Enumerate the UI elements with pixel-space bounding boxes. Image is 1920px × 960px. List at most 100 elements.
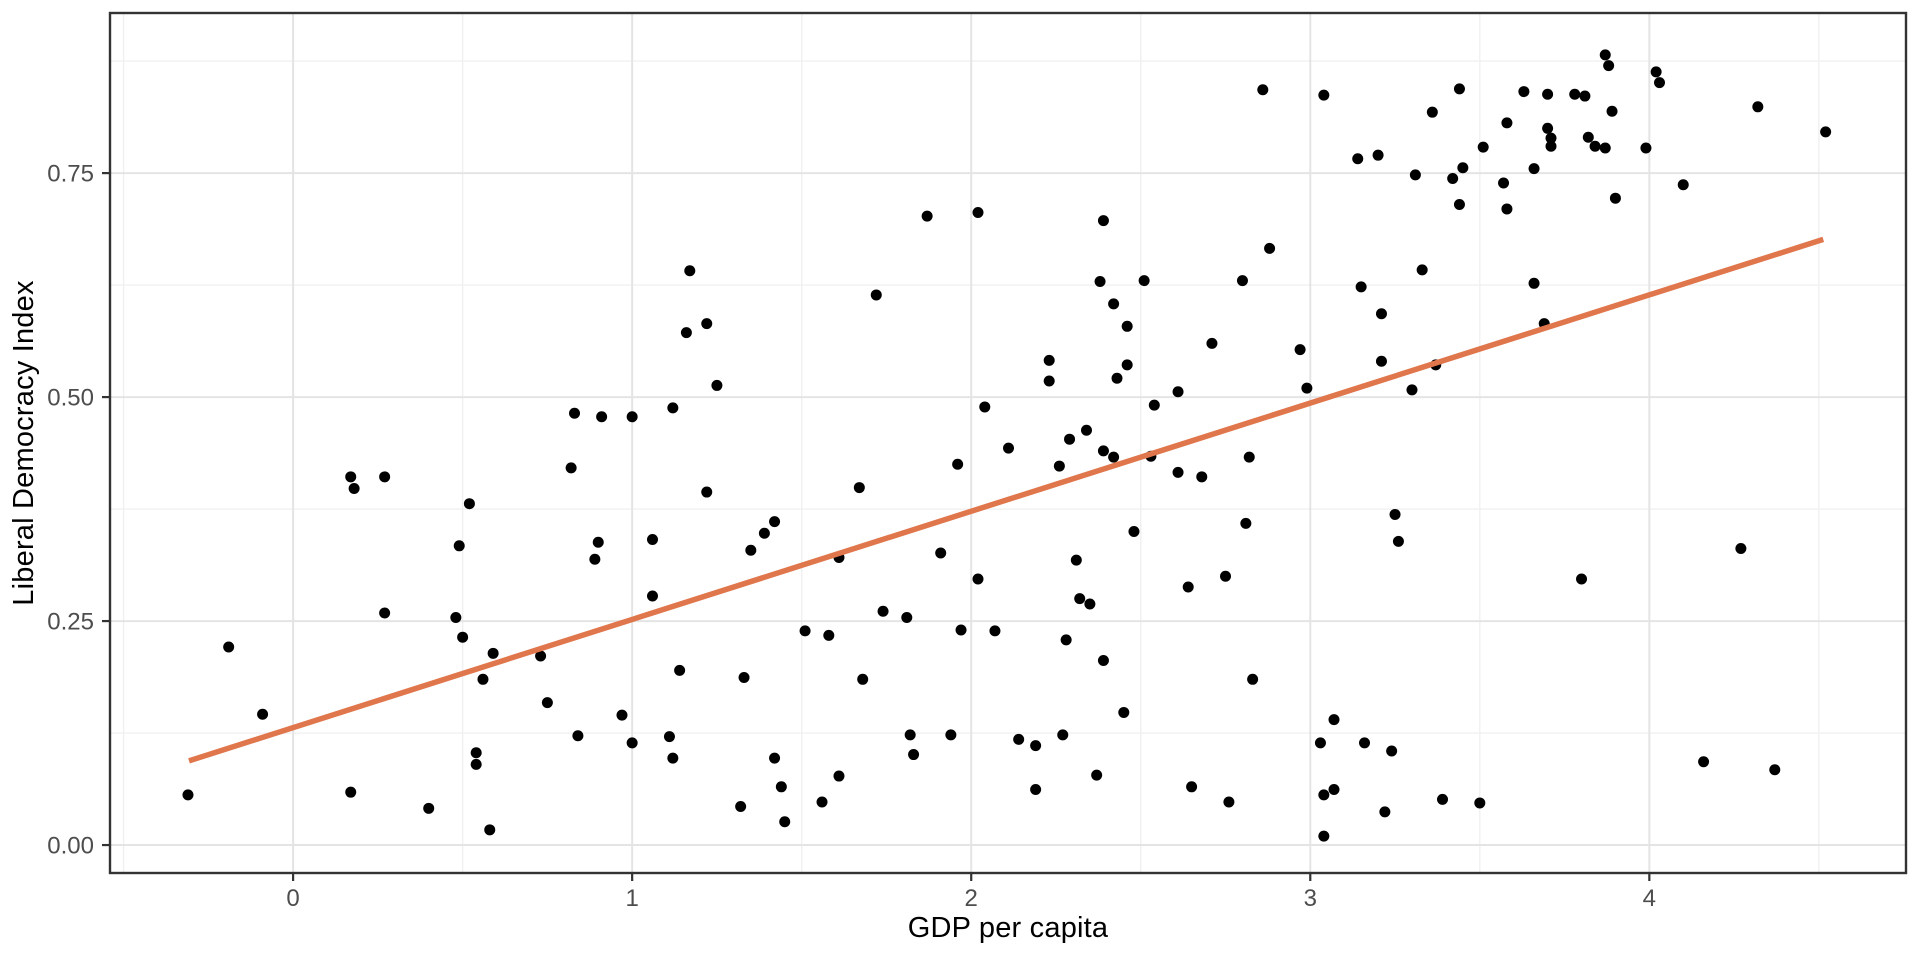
data-point xyxy=(345,471,357,483)
data-point xyxy=(1111,372,1123,384)
data-point xyxy=(1318,789,1330,801)
data-point xyxy=(1606,105,1618,117)
data-point xyxy=(904,729,916,741)
data-point xyxy=(1220,570,1232,582)
data-point xyxy=(1545,132,1557,144)
data-point xyxy=(1609,192,1621,204)
x-tick-label: 3 xyxy=(1304,885,1317,912)
data-point xyxy=(779,816,791,828)
data-point xyxy=(223,641,235,653)
data-point xyxy=(626,411,638,423)
data-point xyxy=(345,786,357,798)
data-point xyxy=(870,289,882,301)
data-point xyxy=(701,318,713,330)
data-point xyxy=(667,402,679,414)
data-point xyxy=(1236,275,1248,287)
data-point xyxy=(758,527,770,539)
data-point xyxy=(1138,275,1150,287)
data-point xyxy=(1108,451,1120,463)
data-point xyxy=(535,650,547,662)
data-point xyxy=(833,770,845,782)
data-point xyxy=(1301,382,1313,394)
data-point xyxy=(1542,122,1554,134)
data-point xyxy=(484,824,496,836)
data-point xyxy=(1043,375,1055,387)
data-point xyxy=(1182,581,1194,593)
data-point xyxy=(1030,740,1042,752)
data-point xyxy=(565,462,577,474)
data-point xyxy=(945,729,957,741)
data-point xyxy=(646,534,658,546)
data-point xyxy=(1352,153,1364,165)
data-point xyxy=(1477,141,1489,153)
data-point xyxy=(775,781,787,793)
data-point xyxy=(1375,355,1387,367)
data-point xyxy=(735,801,747,813)
data-point xyxy=(1121,359,1133,371)
trend-line xyxy=(188,236,1825,764)
data-point xyxy=(857,673,869,685)
data-point xyxy=(955,624,967,636)
data-point xyxy=(1053,460,1065,472)
data-point xyxy=(1240,517,1252,529)
data-point xyxy=(1223,796,1235,808)
data-point xyxy=(1328,783,1340,795)
data-point xyxy=(1545,140,1557,152)
data-point xyxy=(470,758,482,770)
data-point xyxy=(1416,264,1428,276)
data-point xyxy=(1172,386,1184,398)
data-point xyxy=(989,625,1001,637)
data-point xyxy=(1243,451,1255,463)
data-point xyxy=(738,672,750,684)
data-point xyxy=(592,536,604,548)
data-point xyxy=(463,498,475,510)
data-point xyxy=(1097,215,1109,227)
data-point xyxy=(589,553,601,565)
data-point xyxy=(1769,764,1781,776)
data-point xyxy=(1677,179,1689,191)
x-tick-label: 4 xyxy=(1643,885,1656,912)
data-point xyxy=(972,207,984,219)
data-point xyxy=(572,730,584,742)
data-point xyxy=(1528,277,1540,289)
data-point xyxy=(1070,554,1082,566)
data-point xyxy=(1328,714,1340,726)
data-point xyxy=(1599,142,1611,154)
data-point xyxy=(1650,66,1662,78)
data-point xyxy=(711,379,723,391)
data-point xyxy=(1379,806,1391,818)
data-point xyxy=(1084,598,1096,610)
data-point xyxy=(908,749,920,761)
data-point xyxy=(423,802,435,814)
data-point xyxy=(379,471,391,483)
data-point xyxy=(1091,769,1103,781)
data-point xyxy=(1314,737,1326,749)
data-point xyxy=(1603,60,1615,72)
data-point xyxy=(1528,163,1540,175)
data-point xyxy=(935,547,947,559)
data-point xyxy=(684,265,696,277)
data-point xyxy=(1654,77,1666,89)
data-point xyxy=(257,708,269,720)
data-point xyxy=(1359,737,1371,749)
data-point xyxy=(1426,106,1438,118)
data-point xyxy=(457,631,469,643)
data-point xyxy=(1030,783,1042,795)
data-point xyxy=(477,673,489,685)
data-point xyxy=(1599,49,1611,61)
data-point xyxy=(1247,673,1259,685)
data-point xyxy=(853,482,865,494)
data-point xyxy=(1447,172,1459,184)
data-point xyxy=(1820,126,1832,138)
panel-border xyxy=(108,11,1908,875)
data-point xyxy=(487,647,499,659)
data-point xyxy=(1409,169,1421,181)
data-point xyxy=(1196,471,1208,483)
data-point xyxy=(182,789,194,801)
data-point xyxy=(1589,140,1601,152)
data-point xyxy=(1003,442,1015,454)
data-point xyxy=(674,664,686,676)
y-axis-title: Liberal Democracy Index xyxy=(8,280,40,606)
data-point xyxy=(1579,90,1591,102)
